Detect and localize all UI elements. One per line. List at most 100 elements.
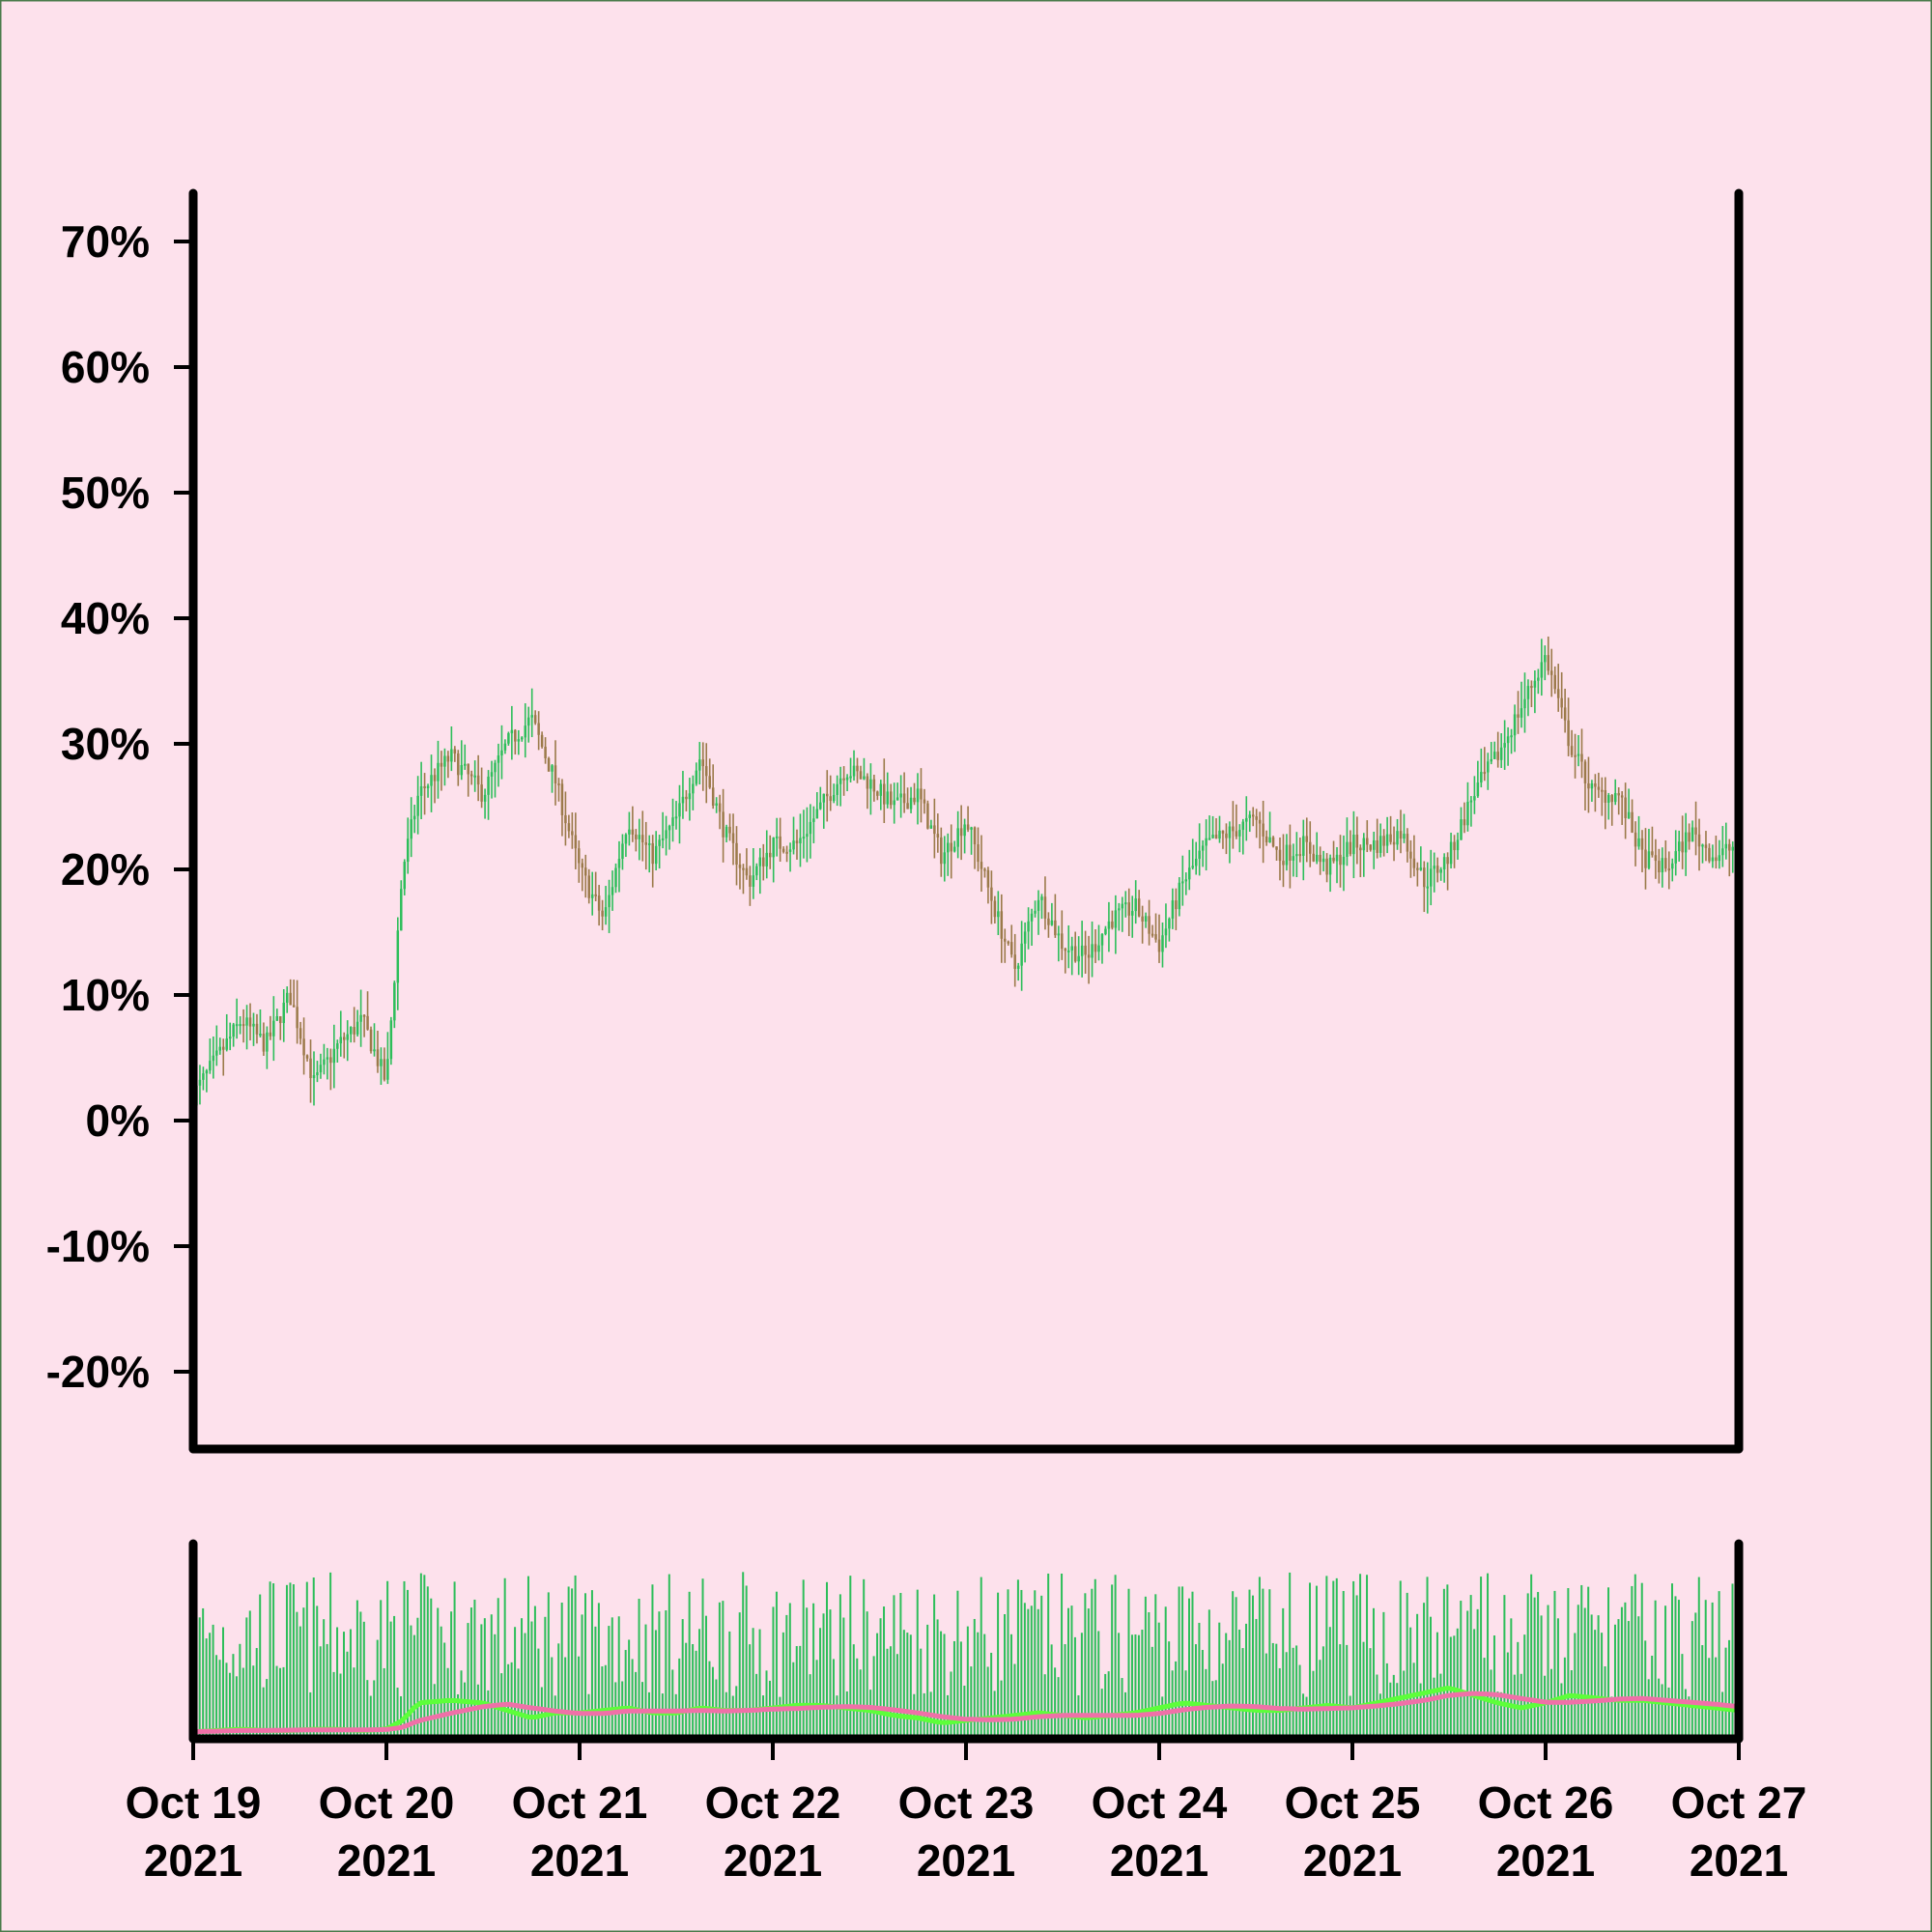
candle-body — [698, 759, 701, 771]
volume-bar — [638, 1599, 640, 1739]
candle-body — [1020, 943, 1023, 966]
volume-bar — [1661, 1684, 1663, 1739]
candle-body — [460, 764, 464, 776]
volume-bar — [1496, 1691, 1499, 1739]
volume-bar — [269, 1581, 271, 1739]
candle-body — [1114, 910, 1118, 928]
volume-bar — [1208, 1609, 1210, 1739]
volume-bar — [742, 1572, 745, 1739]
volume-bar — [514, 1627, 517, 1739]
volume-bar — [1613, 1624, 1616, 1739]
volume-bar — [838, 1594, 841, 1739]
candle-body — [212, 1055, 215, 1062]
volume-bar — [661, 1693, 664, 1739]
candle-body — [1073, 946, 1077, 962]
candle-body — [1214, 835, 1218, 839]
candle-body — [1225, 833, 1228, 838]
volume-bar — [826, 1581, 828, 1739]
volume-bar — [936, 1619, 939, 1739]
candle-body — [1258, 819, 1262, 824]
volume-bar — [1634, 1574, 1636, 1739]
candle-body — [1148, 916, 1151, 934]
candle-body — [1194, 859, 1198, 867]
y-tick-label: 20% — [61, 844, 150, 895]
volume-bar — [654, 1630, 657, 1739]
candle-body — [323, 1059, 326, 1065]
volume-bar — [232, 1654, 235, 1739]
volume-bar — [685, 1642, 688, 1739]
candle-body — [275, 1016, 279, 1021]
volume-bar — [1409, 1627, 1412, 1739]
candle-body — [772, 838, 775, 858]
volume-bar — [845, 1690, 848, 1739]
volume-bar — [1658, 1678, 1661, 1739]
candle-body — [1319, 854, 1321, 863]
candle-body — [997, 911, 1000, 918]
volume-bar — [1517, 1641, 1520, 1739]
candle-body — [952, 846, 956, 852]
volume-bar — [564, 1657, 567, 1739]
volume-bar — [718, 1602, 721, 1739]
volume-bar — [393, 1615, 396, 1739]
candle-body — [654, 845, 658, 865]
candle-body — [758, 857, 762, 867]
volume-bar — [775, 1591, 778, 1739]
volume-bar — [926, 1624, 929, 1739]
candle-body — [1690, 827, 1694, 842]
volume-bar — [473, 1599, 476, 1739]
candle-body — [852, 765, 856, 777]
candle-body — [762, 857, 765, 867]
candle-body — [1677, 841, 1681, 852]
candle-body — [1613, 793, 1617, 803]
candle-body — [832, 794, 836, 802]
volume-bar — [1627, 1621, 1630, 1739]
candle-body — [1513, 714, 1517, 736]
candle-body — [1372, 839, 1376, 850]
candle-body — [641, 835, 644, 842]
volume-bar — [695, 1650, 697, 1739]
candle-body — [289, 992, 292, 1006]
candle-body — [1057, 933, 1061, 936]
volume-bar — [1211, 1681, 1214, 1739]
candle-body — [1184, 879, 1188, 882]
volume-bar — [1480, 1577, 1483, 1739]
volume-bar — [1349, 1695, 1351, 1739]
candle-body — [1684, 832, 1688, 853]
candle-body — [1118, 908, 1121, 911]
volume-bar — [983, 1634, 986, 1739]
volume-bar — [950, 1671, 952, 1739]
volume-bar — [1490, 1669, 1492, 1739]
candle-body — [1027, 921, 1030, 932]
volume-bar — [866, 1611, 868, 1739]
volume-bar — [1000, 1680, 1003, 1739]
volume-bar — [285, 1584, 288, 1739]
candle-body — [1168, 918, 1171, 929]
candle-body — [799, 838, 802, 844]
volume-bar — [1335, 1577, 1338, 1739]
volume-bar — [526, 1576, 529, 1739]
volume-bar — [1298, 1664, 1301, 1739]
candle-body — [1704, 844, 1708, 848]
volume-bar — [1107, 1671, 1110, 1739]
candle-body — [416, 795, 419, 816]
volume-bar — [1359, 1574, 1362, 1739]
candle-body — [980, 862, 983, 869]
candle-body — [473, 775, 476, 778]
volume-bar — [353, 1667, 355, 1739]
volume-bar — [252, 1665, 255, 1739]
volume-bar — [1382, 1611, 1385, 1739]
volume-bar — [1094, 1578, 1096, 1739]
candle-body — [838, 778, 842, 784]
volume-bar — [1178, 1586, 1180, 1739]
volume-bar — [1624, 1602, 1627, 1739]
candle-body — [963, 824, 966, 837]
candle-body — [768, 852, 772, 858]
candle-body — [266, 1032, 269, 1052]
volume-bar — [1601, 1633, 1604, 1739]
candle-body — [1412, 858, 1416, 868]
volume-bar — [986, 1666, 989, 1739]
volume-bar — [1168, 1641, 1171, 1739]
candle-body — [567, 823, 571, 832]
candle-body — [1476, 782, 1480, 797]
candle-body — [1248, 814, 1251, 818]
